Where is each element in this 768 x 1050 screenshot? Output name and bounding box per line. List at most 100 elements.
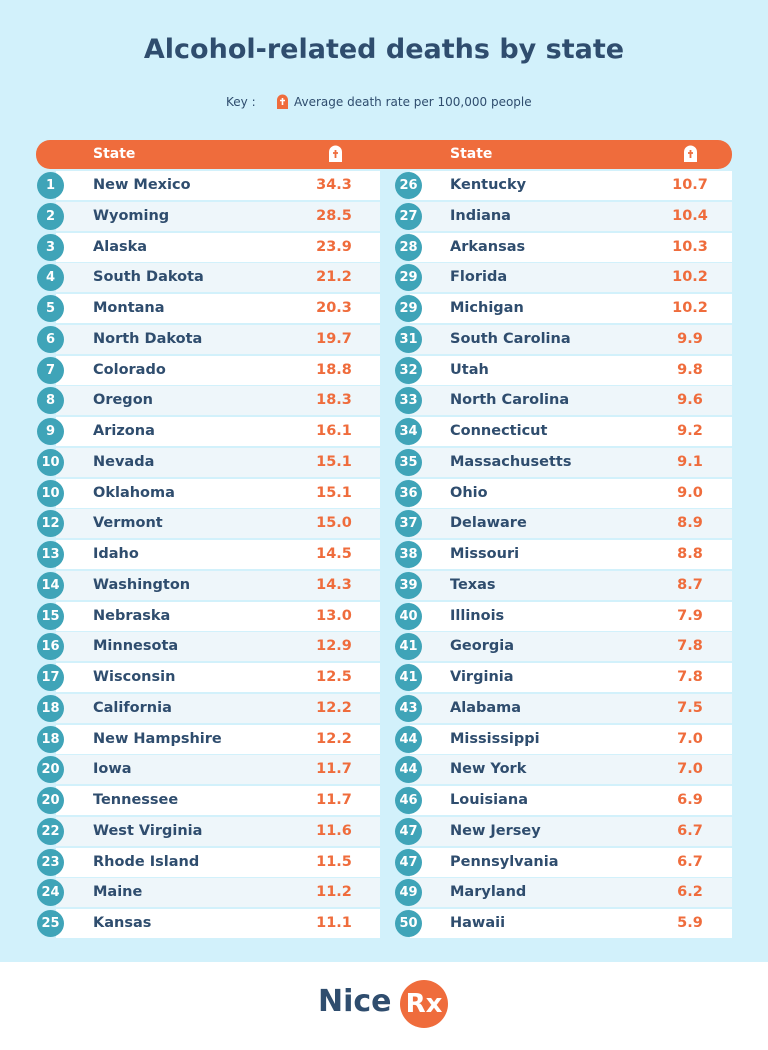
table-row — [410, 663, 732, 692]
death-rate: 18.3 — [316, 392, 352, 409]
state-name: Connecticut — [450, 423, 548, 439]
table-row — [410, 263, 732, 293]
rank-badge: 12 — [37, 510, 64, 538]
table-row — [56, 509, 380, 539]
state-name: Mississippi — [450, 730, 540, 747]
state-name: Montana — [93, 300, 165, 316]
death-rate: 15.1 — [316, 484, 352, 501]
rank-badge: 47 — [395, 817, 422, 845]
rank-badge: 18 — [37, 725, 64, 753]
death-rate: 28.5 — [316, 207, 352, 224]
state-name: Alabama — [450, 699, 522, 716]
rank-badge: 43 — [395, 694, 422, 722]
rank-badge: 29 — [395, 295, 422, 322]
table-row — [56, 540, 380, 569]
death-rate: 14.3 — [316, 576, 352, 593]
table-row — [410, 786, 732, 815]
death-rate: 12.2 — [316, 730, 352, 747]
table-row — [410, 355, 732, 385]
state-name: Tennessee — [93, 792, 179, 808]
state-name: Maryland — [450, 884, 527, 901]
table-row — [56, 663, 380, 692]
death-rate: 9.8 — [677, 361, 703, 378]
key-label: Key : — [226, 95, 256, 109]
state-name: South Dakota — [93, 269, 204, 286]
state-name: Kansas — [93, 915, 152, 931]
rank-badge: 7 — [37, 356, 64, 384]
rank-badge: 33 — [395, 387, 422, 415]
death-rate: 8.9 — [677, 515, 703, 532]
state-name: Indiana — [450, 207, 511, 224]
death-rate: 14.5 — [316, 546, 352, 562]
death-rate: 10.2 — [672, 269, 708, 286]
table-row — [410, 847, 732, 877]
rank-badge: 26 — [395, 172, 422, 199]
state-name: Louisiana — [450, 792, 528, 808]
state-name: Wisconsin — [93, 669, 176, 685]
table-row — [56, 201, 380, 231]
death-rate: 34.3 — [316, 177, 352, 193]
state-name: North Carolina — [450, 392, 570, 409]
death-rate: 21.2 — [316, 269, 352, 286]
rank-badge: 6 — [37, 325, 64, 353]
rank-badge: 28 — [395, 233, 422, 261]
rank-badge: 40 — [395, 602, 422, 630]
state-name: Wyoming — [93, 207, 170, 224]
state-name: Pennsylvania — [450, 853, 559, 870]
death-rate: 8.7 — [677, 576, 703, 593]
rank-badge: 1 — [37, 172, 64, 199]
death-rate: 6.7 — [677, 822, 703, 839]
table-row — [410, 878, 732, 908]
death-rate: 13.0 — [316, 607, 352, 624]
table-row — [56, 355, 380, 385]
state-name: Oregon — [93, 392, 153, 409]
rank-badge: 20 — [37, 787, 64, 814]
rank-badge: 9 — [37, 418, 64, 445]
death-rate: 6.9 — [677, 792, 703, 808]
death-rate: 7.8 — [677, 638, 703, 655]
death-rate: 5.9 — [677, 915, 703, 931]
death-rate: 9.2 — [677, 423, 703, 439]
rank-badge: 13 — [37, 541, 64, 568]
death-rate: 9.0 — [677, 484, 703, 501]
table-row — [56, 417, 380, 446]
table-row — [56, 755, 380, 785]
rank-badge: 36 — [395, 479, 422, 507]
table-row — [56, 601, 380, 631]
state-name: New Jersey — [450, 822, 541, 839]
state-name: Arkansas — [450, 238, 526, 255]
death-rate: 9.9 — [677, 330, 703, 347]
key-text: Average death rate per 100,000 people — [294, 95, 532, 109]
table-row — [410, 171, 732, 200]
state-name: Florida — [450, 269, 508, 286]
death-rate: 19.7 — [316, 330, 352, 347]
table-row — [56, 693, 380, 723]
death-rate: 11.2 — [316, 884, 352, 901]
state-name: Ohio — [450, 484, 488, 501]
state-name: Massachusetts — [450, 453, 572, 470]
rank-badge: 37 — [395, 510, 422, 538]
state-name: New York — [450, 761, 527, 778]
state-name: Kentucky — [450, 177, 527, 193]
rank-badge: 50 — [395, 910, 422, 937]
state-name: Georgia — [450, 638, 514, 655]
state-name: Missouri — [450, 546, 520, 562]
state-name: Virginia — [450, 669, 514, 685]
rank-badge: 15 — [37, 602, 64, 630]
state-name: Vermont — [93, 515, 163, 532]
table-row — [56, 632, 380, 662]
table-row — [56, 324, 380, 354]
state-name: Iowa — [93, 761, 132, 778]
table-row — [410, 540, 732, 569]
state-name: California — [93, 699, 172, 716]
table-row — [56, 386, 380, 416]
state-name: Utah — [450, 361, 489, 378]
rank-badge: 27 — [395, 202, 422, 230]
death-rate: 10.3 — [672, 238, 708, 255]
table-row — [410, 632, 732, 662]
state-name: New Hampshire — [93, 730, 222, 747]
death-rate: 10.2 — [672, 300, 708, 316]
rank-badge: 35 — [395, 448, 422, 476]
header-bar — [36, 140, 732, 169]
